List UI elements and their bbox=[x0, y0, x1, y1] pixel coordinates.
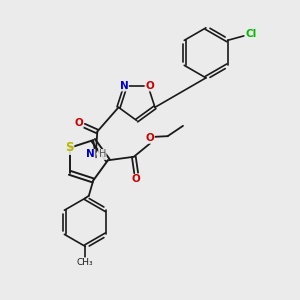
Text: S: S bbox=[65, 141, 74, 154]
Text: O: O bbox=[132, 174, 140, 184]
Text: N: N bbox=[120, 81, 128, 91]
Text: O: O bbox=[145, 81, 154, 91]
Text: O: O bbox=[146, 133, 154, 143]
Text: O: O bbox=[74, 118, 83, 128]
Text: CH₃: CH₃ bbox=[77, 258, 94, 267]
Text: Cl: Cl bbox=[245, 29, 256, 39]
Text: H: H bbox=[99, 149, 106, 159]
Text: N: N bbox=[86, 149, 95, 159]
